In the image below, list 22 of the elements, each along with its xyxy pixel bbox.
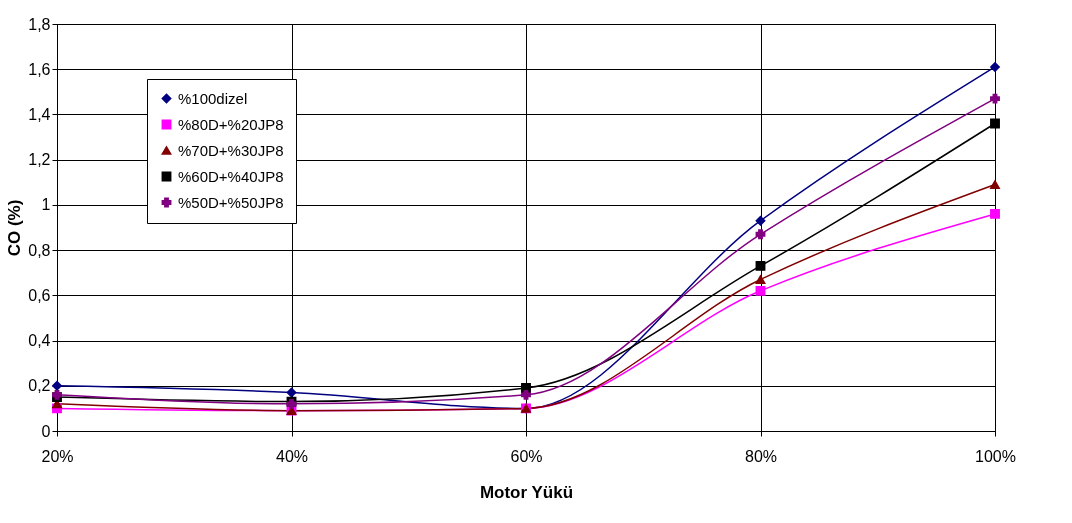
y-tick-label: 0,8 bbox=[28, 241, 51, 259]
y-tick-label: 1,2 bbox=[28, 151, 51, 169]
x-tick-label: 40% bbox=[275, 447, 309, 465]
legend-label: %80D+%20JP8 bbox=[178, 115, 284, 133]
y-tick-label: 1 bbox=[41, 196, 51, 214]
x-tick-label: 60% bbox=[510, 447, 543, 465]
x-axis-title: Motor Yükü bbox=[479, 482, 574, 502]
y-tick-label: 1,8 bbox=[28, 15, 51, 33]
y-tick-label: 1,4 bbox=[28, 105, 51, 123]
y-tick-label: 1,6 bbox=[28, 60, 51, 78]
x-tick-label: 20% bbox=[41, 447, 74, 465]
y-tick-label: 0 bbox=[41, 422, 51, 440]
x-tick-label: 100% bbox=[975, 447, 1016, 465]
y-axis-title: CO (%) bbox=[5, 199, 25, 257]
y-tick-label: 0,4 bbox=[28, 332, 51, 350]
y-tick-label: 0,6 bbox=[28, 286, 51, 304]
legend-label: %70D+%30JP8 bbox=[178, 141, 284, 159]
legend-label: %100dizel bbox=[178, 89, 248, 107]
legend-label: %50D+%50JP8 bbox=[178, 193, 284, 211]
x-tick-label: 80% bbox=[744, 447, 778, 465]
legend-label: %60D+%40JP8 bbox=[178, 167, 284, 185]
y-tick-label: 0,2 bbox=[28, 377, 51, 395]
